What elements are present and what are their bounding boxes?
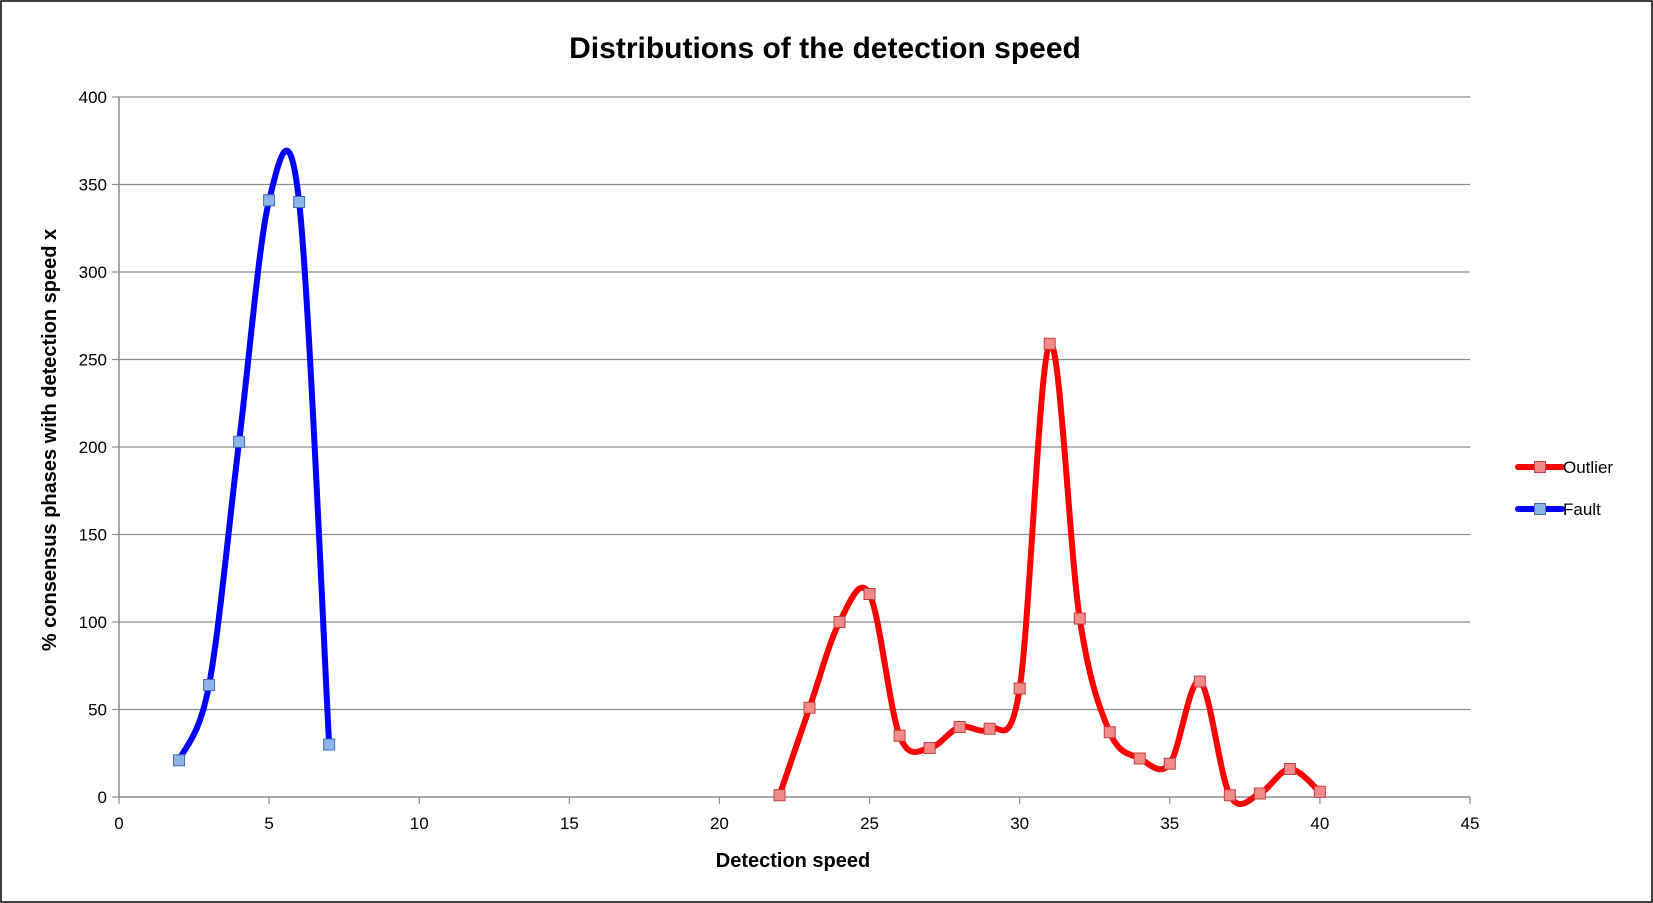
data-point-outlier xyxy=(833,616,846,628)
y-tick-label: 250 xyxy=(79,351,107,370)
y-tick-label: 350 xyxy=(79,176,107,195)
legend-item-outlier: Outlier xyxy=(1515,458,1613,477)
tick-labels: 0 50 100 150 200 250 300 350 400 0 5 10 15 20 25 30 35 40… xyxy=(79,88,1480,833)
y-tick-label: 300 xyxy=(79,263,107,282)
data-point-outlier xyxy=(1103,726,1116,739)
x-tick-label: 25 xyxy=(860,814,879,833)
chart-title: Distributions of the detection speed xyxy=(569,32,1081,65)
data-point-outlier xyxy=(773,789,786,802)
data-point-outlier xyxy=(983,722,996,735)
x-tick-label: 40 xyxy=(1310,814,1329,833)
series-lines xyxy=(173,147,1326,808)
x-tick-label: 20 xyxy=(710,814,729,833)
x-tick-label: 45 xyxy=(1461,814,1480,833)
y-tick-label: 100 xyxy=(79,613,107,632)
legend-marker-fault xyxy=(1534,503,1546,515)
y-tick-label: 0 xyxy=(98,788,107,807)
data-point-fault xyxy=(233,435,246,448)
data-point-outlier xyxy=(953,721,966,733)
data-point-outlier xyxy=(863,588,876,600)
y-tick-label: 150 xyxy=(79,526,107,545)
legend-item-fault: Fault xyxy=(1515,500,1601,519)
series-outlier xyxy=(773,337,1326,808)
x-tick-label: 30 xyxy=(1010,814,1029,833)
x-tick-label: 5 xyxy=(264,814,273,833)
axes xyxy=(112,96,1471,804)
data-point-fault xyxy=(173,754,186,767)
x-tick-label: 10 xyxy=(410,814,429,833)
y-tick-label: 400 xyxy=(79,88,107,107)
data-point-outlier xyxy=(1193,675,1206,688)
data-point-outlier xyxy=(1253,787,1266,800)
data-point-outlier xyxy=(1313,785,1326,798)
x-axis-label: Detection speed xyxy=(716,850,870,872)
series-fault xyxy=(173,147,336,767)
data-point-outlier xyxy=(1163,757,1176,770)
data-point-outlier xyxy=(1073,612,1086,625)
x-tick-label: 0 xyxy=(114,814,123,833)
data-point-outlier xyxy=(803,701,816,714)
legend-label-fault: Fault xyxy=(1563,500,1601,519)
data-point-outlier xyxy=(1013,682,1026,695)
data-point-outlier xyxy=(893,729,906,742)
data-point-fault xyxy=(323,738,336,751)
data-point-outlier xyxy=(1133,752,1146,765)
x-tick-label: 35 xyxy=(1160,814,1179,833)
y-tick-label: 50 xyxy=(88,701,107,720)
legend-marker-outlier xyxy=(1534,461,1546,473)
legend: Outlier Fault xyxy=(1515,458,1613,519)
y-axis-label: % consensus phases with detection speed … xyxy=(39,229,61,651)
data-point-outlier xyxy=(1043,337,1056,350)
legend-label-outlier: Outlier xyxy=(1563,458,1613,477)
data-point-fault xyxy=(293,196,306,208)
data-point-fault xyxy=(263,194,276,207)
y-tick-label: 200 xyxy=(79,438,107,457)
data-point-outlier xyxy=(1223,789,1236,802)
data-point-outlier xyxy=(1283,763,1296,775)
x-tick-label: 15 xyxy=(560,814,579,833)
data-point-outlier xyxy=(923,742,936,754)
grid-lines xyxy=(119,96,1470,711)
series-line-fault xyxy=(176,147,333,764)
data-point-fault xyxy=(203,679,216,691)
